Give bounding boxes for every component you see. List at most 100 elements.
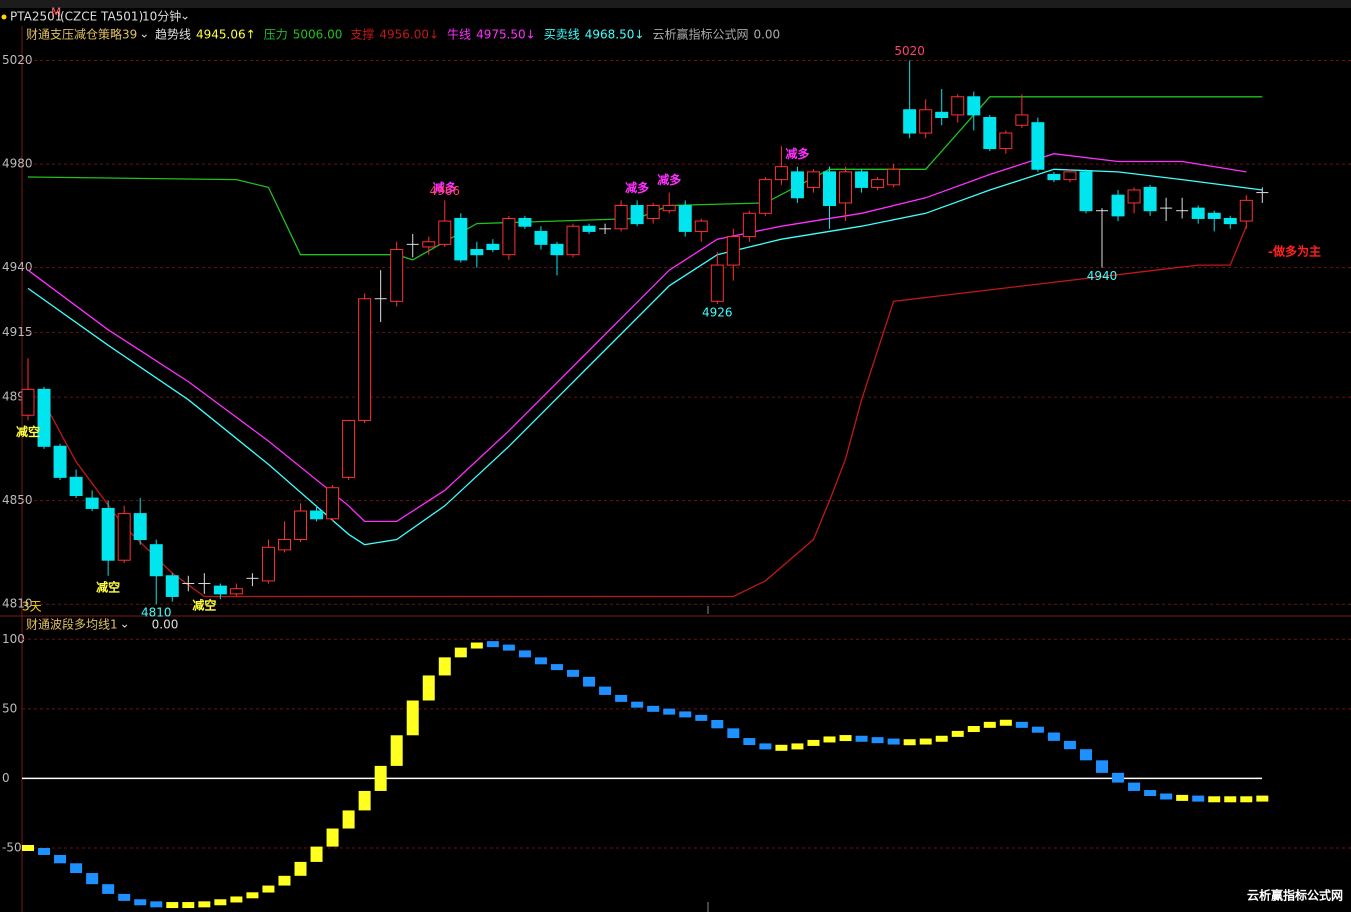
wave-bar [438, 657, 451, 676]
wave-bar [230, 896, 243, 903]
candle-body [550, 243, 564, 256]
wave-bar [1192, 795, 1205, 802]
candle-body [678, 205, 692, 232]
candle-body [390, 249, 404, 302]
wave-bar [518, 650, 531, 658]
candle-body [742, 212, 756, 238]
indicator-title: 财通波段多均线1 [26, 617, 118, 632]
candle-body [1207, 212, 1221, 219]
candle-body [887, 168, 901, 186]
candle-body [326, 487, 340, 520]
legend-value: 4968.50↓ [585, 28, 645, 42]
candle-body [758, 179, 772, 214]
candle-body [69, 476, 83, 496]
candle-body [967, 96, 981, 116]
wave-bar [855, 735, 868, 742]
wave-bar [1160, 793, 1173, 800]
candle-body [1111, 194, 1125, 217]
wave-bar [38, 847, 51, 855]
wave-bar [470, 642, 483, 649]
y-tick-label: 4940 [2, 260, 33, 274]
wave-bar [278, 875, 291, 886]
price-label: 4810 [141, 606, 172, 620]
candle-body [774, 166, 788, 181]
wave-bar [647, 705, 660, 712]
candle-body [1031, 122, 1045, 170]
wave-bar [86, 873, 99, 885]
candle-body [502, 217, 516, 256]
candle-body [438, 220, 452, 245]
wave-bar [791, 743, 804, 750]
y-tick-label: 4810 [2, 597, 33, 611]
wave-bar [759, 743, 772, 750]
wave-bar [326, 828, 339, 847]
wave-bar [22, 844, 34, 851]
candle-body [117, 513, 131, 561]
interval[interactable]: 10分钟 [142, 9, 181, 24]
candle-body [213, 585, 227, 595]
signal-label: 减多 [433, 180, 457, 195]
symbol: PTA2501 [10, 10, 62, 24]
candle-body [534, 230, 548, 245]
wave-bar [1047, 732, 1060, 741]
wave-bar [150, 901, 163, 908]
wave-bar [262, 885, 275, 893]
y-tick-label: 4915 [2, 325, 33, 339]
wave-bar [1112, 772, 1125, 783]
wave-bar [839, 735, 852, 742]
dropdown-icon[interactable]: ⌄ [180, 9, 190, 23]
wave-bar [422, 675, 435, 701]
candle-body [710, 264, 724, 302]
candle-body [1143, 186, 1157, 212]
candle-body [855, 171, 869, 188]
candle-body [85, 497, 99, 509]
candle-body [726, 236, 740, 266]
wave-bar [615, 694, 628, 702]
wave-bar [1208, 796, 1221, 803]
candle-body [790, 171, 804, 199]
wave-bar [903, 739, 916, 746]
candle-body [935, 111, 949, 118]
signal-label: 减多 [785, 146, 809, 161]
candle-body [1047, 173, 1061, 181]
indicator-line [43, 225, 1247, 598]
dropdown-icon: ⌄ [120, 617, 130, 631]
candle-body [1239, 199, 1253, 222]
y-tick-label: 100 [2, 632, 25, 646]
y-tick-label: 0 [2, 771, 10, 785]
candle-body [999, 132, 1013, 150]
candle-body [101, 507, 115, 561]
y-tick-label: 5020 [2, 53, 33, 67]
candle-body [133, 513, 147, 541]
legend-name: 牛线 [447, 27, 471, 42]
wave-bar [695, 714, 708, 721]
signal-label: 减多 [625, 180, 649, 195]
wave-bar [951, 730, 964, 737]
wave-bar [310, 846, 323, 862]
candle-body [229, 588, 243, 595]
candle-body [806, 171, 820, 188]
signal-label: 减空 [192, 597, 216, 612]
wave-bar [166, 902, 179, 909]
period-label: 3天 [22, 600, 42, 614]
top-bar [0, 0, 1351, 8]
candle-body [310, 510, 324, 520]
exchange: (CZCE TA501) [60, 10, 143, 24]
wave-bar [967, 726, 980, 733]
wave-bar [54, 854, 67, 864]
dropdown-icon: ⌄ [139, 27, 149, 41]
signal-label: 减空 [96, 579, 120, 594]
wave-bar [1063, 740, 1076, 750]
wave-bar [214, 899, 227, 906]
legend-value: 4945.06↑ [196, 28, 256, 42]
wave-bar [294, 861, 307, 876]
wave-bar [567, 669, 580, 677]
legend-name: 压力 [264, 28, 288, 42]
wave-bar [390, 735, 403, 766]
wave-bar [823, 736, 836, 743]
wave-bar [246, 892, 259, 899]
wave-bar [406, 700, 419, 736]
wave-bar [534, 657, 547, 665]
indicator-value: 0.00 [152, 618, 179, 632]
